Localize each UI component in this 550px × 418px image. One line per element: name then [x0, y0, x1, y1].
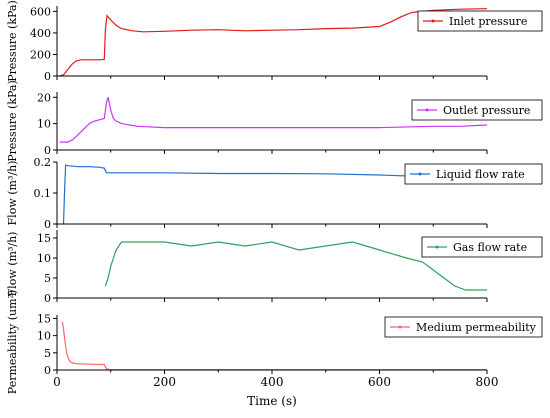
x-tick-label: 0	[53, 375, 61, 389]
y-tick-label: 20	[37, 91, 51, 104]
y-axis-label: Pressure (kPa)	[6, 80, 19, 162]
y-axis-label: Permeability (um²)	[6, 290, 19, 394]
y-tick-label: 200	[30, 48, 51, 61]
series-line-outlet-pressure	[59, 97, 487, 143]
y-tick-label: 0	[44, 292, 51, 305]
y-tick-label: 10	[37, 252, 51, 265]
y-tick-label: 10	[37, 330, 51, 343]
y-axis-label: Flow (m³/h)	[6, 232, 19, 297]
legend-label-outlet-pressure: Outlet pressure	[443, 104, 530, 117]
legend-marker-medium-permeability	[398, 325, 402, 329]
y-tick-label: 400	[30, 27, 51, 40]
y-tick-label: 0	[44, 144, 51, 157]
panel-medium-permeability: 0 5 10 15 0 200 400 600 800 Permeability (um²) T…	[6, 290, 543, 408]
legend-marker-outlet-pressure	[425, 108, 429, 112]
panel-inlet-pressure: 0 200 400 600 Pressure (kPa) Inlet pressure	[6, 0, 543, 83]
ticks-panel-1: 0 10 20	[37, 91, 488, 157]
y-tick-label: 0	[44, 364, 51, 377]
y-tick-label: 10	[37, 118, 51, 131]
y-tick-label: 0.1	[34, 187, 52, 200]
legend-marker-inlet-pressure	[431, 19, 435, 23]
legend-marker-gas-flow-rate	[435, 245, 439, 249]
series-line-inlet-pressure	[59, 8, 487, 76]
legend-label-gas-flow-rate: Gas flow rate	[453, 241, 527, 254]
y-tick-label: 5	[44, 347, 51, 360]
panel-gas-flow-rate: 0 5 10 15 Flow (m³/h) Gas flow rate	[6, 230, 543, 305]
legend-label-medium-permeability: Medium permeability	[416, 321, 537, 334]
legend-label-inlet-pressure: Inlet pressure	[449, 15, 527, 28]
y-tick-label: 5	[44, 272, 51, 285]
y-tick-label: 0	[44, 218, 51, 231]
y-tick-label: 0.2	[34, 156, 52, 169]
y-tick-label: 15	[37, 312, 51, 325]
legend-medium-permeability: Medium permeability	[384, 316, 543, 338]
legend-inlet-pressure: Inlet pressure	[417, 10, 543, 32]
legend-liquid-flow-rate: Liquid flow rate	[404, 163, 543, 185]
x-tick-label: 800	[476, 375, 499, 389]
series-line-gas-flow-rate	[104, 241, 487, 291]
y-tick-label: 15	[37, 232, 51, 245]
series-line-liquid-flow-rate	[62, 164, 487, 224]
y-tick-label: 600	[30, 5, 51, 18]
ticks-panel-2: 0 0.1 0.2	[34, 156, 488, 231]
legend-gas-flow-rate: Gas flow rate	[421, 236, 543, 258]
y-axis-label: Flow (m³/h)	[6, 161, 19, 226]
panel-liquid-flow-rate: 0 0.1 0.2 Flow (m³/h) Liquid flow rate	[6, 156, 543, 231]
ticks-panel-4: 0 5 10 15 0 200 400 600 800	[37, 312, 498, 389]
y-tick-label: 0	[44, 70, 51, 83]
x-axis-label: Time (s)	[247, 394, 297, 408]
panel-outlet-pressure: 0 10 20 Pressure (kPa) Outlet pressure	[6, 80, 543, 162]
x-tick-label: 600	[368, 375, 391, 389]
ticks-panel-3: 0 5 10 15	[37, 232, 488, 305]
legend-outlet-pressure: Outlet pressure	[411, 99, 543, 121]
legend-marker-liquid-flow-rate	[418, 172, 422, 176]
x-tick-label: 200	[153, 375, 176, 389]
legend-label-liquid-flow-rate: Liquid flow rate	[436, 168, 525, 181]
y-axis-label: Pressure (kPa)	[6, 0, 19, 82]
x-tick-label: 400	[261, 375, 284, 389]
